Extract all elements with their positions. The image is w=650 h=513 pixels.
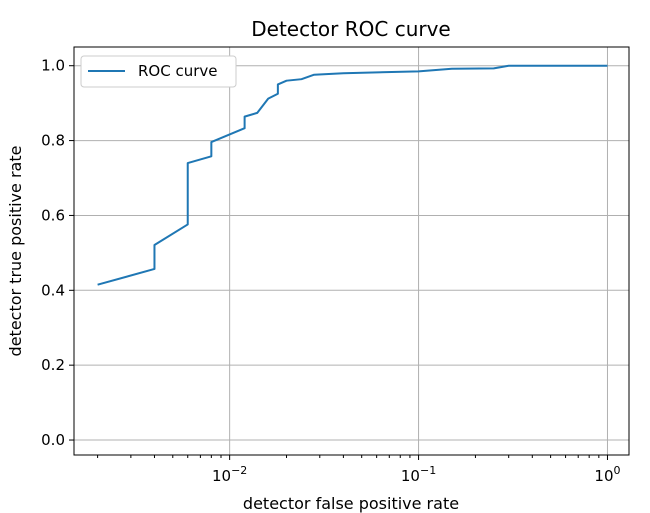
grid <box>74 47 629 455</box>
series-line-roc-curve <box>97 64 608 286</box>
x-axis-ticks: 10−2 10−1 100 <box>97 455 621 485</box>
x-axis-label: detector false positive rate <box>243 494 459 513</box>
y-tick-label: 1.0 <box>41 57 65 75</box>
chart-title: Detector ROC curve <box>251 17 451 41</box>
y-axis-ticks: 0.0 0.2 0.4 0.6 0.8 1.0 <box>41 57 74 449</box>
x-tick-label: 10−2 <box>212 464 247 485</box>
y-axis-label: detector true positive rate <box>6 146 25 357</box>
legend: ROC curve <box>80 55 237 88</box>
x-tick-label: 100 <box>594 464 620 485</box>
y-tick-label: 0.6 <box>41 206 65 224</box>
y-tick-label: 0.0 <box>41 431 65 449</box>
plot-area <box>97 64 608 286</box>
y-tick-label: 0.8 <box>41 132 65 150</box>
y-tick-label: 0.2 <box>41 356 65 374</box>
y-tick-label: 0.4 <box>41 281 65 299</box>
legend-box <box>80 55 237 88</box>
x-tick-label: 10−1 <box>401 464 436 485</box>
legend-entry-roc-curve: ROC curve <box>138 62 218 80</box>
axes-frame <box>73 46 630 456</box>
